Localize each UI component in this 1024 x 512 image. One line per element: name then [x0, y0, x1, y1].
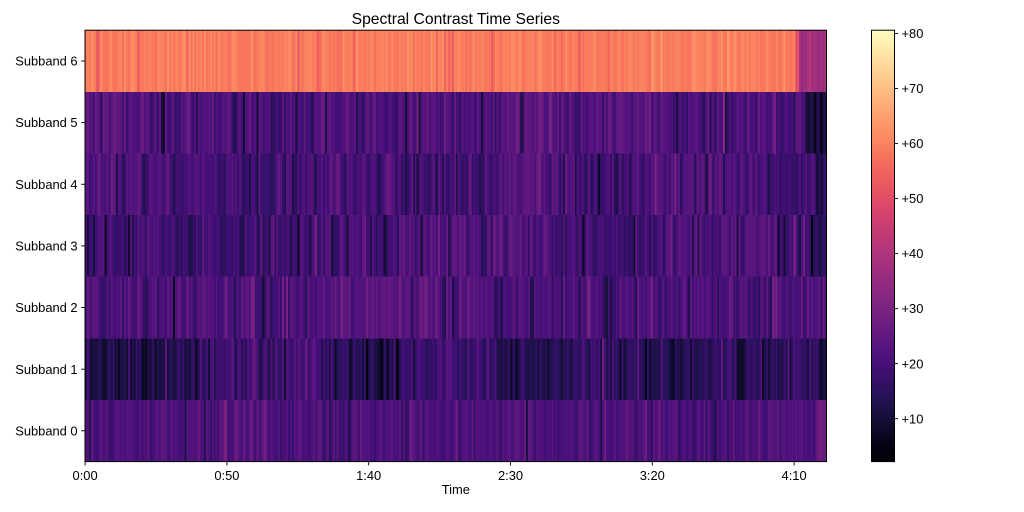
- svg-text:3:20: 3:20: [640, 468, 665, 483]
- svg-text:1:40: 1:40: [356, 468, 381, 483]
- svg-text:+20: +20: [902, 356, 924, 371]
- svg-text:2:30: 2:30: [498, 468, 523, 483]
- svg-text:Subband 4: Subband 4: [15, 177, 77, 192]
- svg-text:+10: +10: [902, 411, 924, 426]
- svg-text:Subband 2: Subband 2: [15, 300, 77, 315]
- svg-text:+80: +80: [902, 26, 924, 41]
- svg-text:+50: +50: [902, 191, 924, 206]
- svg-text:Subband 1: Subband 1: [15, 362, 77, 377]
- svg-text:+40: +40: [902, 246, 924, 261]
- svg-text:Time: Time: [442, 482, 470, 497]
- svg-text:Subband 0: Subband 0: [15, 423, 77, 438]
- svg-text:Spectral Contrast Time Series: Spectral Contrast Time Series: [352, 11, 561, 28]
- svg-text:+70: +70: [902, 81, 924, 96]
- svg-text:0:50: 0:50: [214, 468, 239, 483]
- svg-text:Subband 3: Subband 3: [15, 239, 77, 254]
- svg-text:4:10: 4:10: [782, 468, 807, 483]
- svg-text:0:00: 0:00: [73, 468, 98, 483]
- svg-text:Subband 6: Subband 6: [15, 54, 77, 69]
- svg-text:Subband 5: Subband 5: [15, 115, 77, 130]
- svg-text:+30: +30: [902, 301, 924, 316]
- svg-text:+60: +60: [902, 136, 924, 151]
